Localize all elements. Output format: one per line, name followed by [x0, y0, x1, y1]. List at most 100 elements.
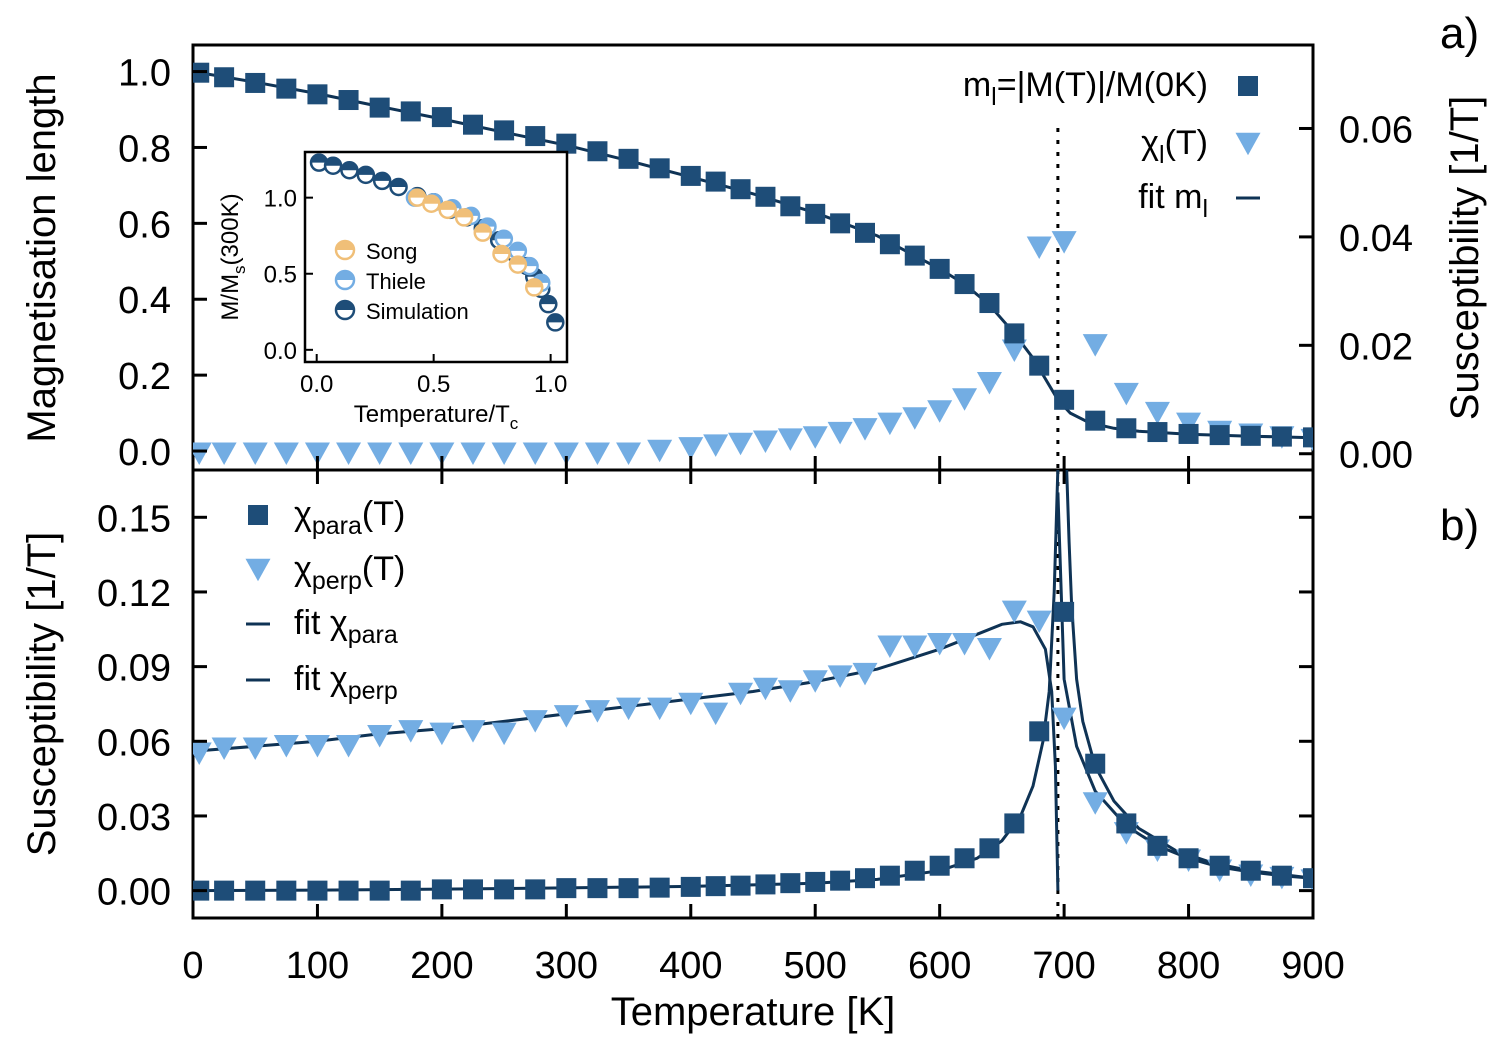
- m-l-point: [1029, 355, 1050, 376]
- chi-para-point: [587, 878, 608, 899]
- legend-label-sub: l: [1202, 195, 1208, 223]
- chi-para-point: [556, 878, 577, 899]
- chi-perp-point: [553, 705, 579, 728]
- song-point-top: [423, 195, 440, 204]
- chi-para-point: [649, 877, 670, 898]
- simulation-point-top: [374, 172, 391, 181]
- chi-l-point: [336, 442, 362, 465]
- inset-y-tick-label: 0.0: [264, 338, 297, 365]
- chi-perp-point: [1082, 792, 1108, 815]
- chi-para-point: [979, 838, 1000, 859]
- chi-l-point: [952, 388, 978, 411]
- y-tick-label-b: 0.15: [97, 498, 171, 540]
- simulation-point-top: [341, 162, 358, 171]
- chi-para-point: [1240, 860, 1261, 881]
- thiele-point-top: [495, 230, 512, 239]
- chi-l-point: [584, 442, 610, 465]
- legend-label: χperp(T): [294, 550, 405, 595]
- chi-para-point: [214, 880, 235, 901]
- simulation-point-top: [540, 296, 557, 305]
- chi-perp-point: [273, 735, 299, 758]
- m-l-point: [805, 203, 826, 224]
- m-l-point: [400, 101, 421, 122]
- chi-l-point: [429, 442, 455, 465]
- legend-label-sub: perp: [312, 567, 362, 595]
- legend-label-base: χ: [294, 495, 312, 533]
- legend-label-base: χ: [1141, 124, 1159, 162]
- simulation-point-top: [390, 179, 407, 187]
- chi-l-point: [1026, 236, 1052, 259]
- simulation-point: [356, 165, 376, 185]
- inset-x-tick-label: 1.0: [534, 371, 567, 398]
- m-l-point: [1303, 427, 1313, 448]
- m-l-point: [618, 148, 639, 169]
- song-point-top: [493, 245, 510, 254]
- legend-label: χl(T): [1141, 124, 1208, 169]
- m-l-points: [193, 62, 1313, 448]
- chi-para-point: [1147, 835, 1168, 856]
- legend-label-base: fit χ: [294, 660, 348, 698]
- chi-para-point: [1209, 855, 1230, 876]
- inset-points: [309, 153, 565, 332]
- chi-l-point: [852, 418, 878, 441]
- thiele-point: [494, 229, 514, 248]
- m-l-point: [730, 179, 751, 200]
- legend-label-rest: (T): [362, 495, 405, 533]
- m-l-point: [307, 84, 328, 105]
- legend-label-base: m: [963, 66, 991, 104]
- chi-para-point: [705, 876, 726, 897]
- chi-perp-point: [491, 722, 517, 746]
- simulation-point-top: [357, 166, 374, 175]
- x-tick-label: 200: [410, 945, 473, 987]
- simulation-point: [539, 294, 558, 314]
- song-point-top: [409, 189, 426, 198]
- song-point: [473, 223, 493, 242]
- song-point-top: [526, 279, 543, 288]
- chi-para-point: [618, 878, 639, 899]
- chi-para-point: [830, 870, 851, 891]
- legend-simulation-marker: [334, 299, 356, 321]
- x-axis-ticks: 0 100 200 300 400 500 600 700 800 900: [182, 470, 1345, 987]
- chi-perp-point: [193, 742, 212, 765]
- chi-perp-point: [211, 737, 237, 761]
- legend-simulation-marker-top: [336, 301, 354, 310]
- chi-perp-point: [367, 725, 393, 748]
- m-l-point: [1209, 425, 1230, 446]
- m-l-point: [587, 141, 608, 162]
- song-point-top: [456, 209, 473, 218]
- y-tick-label-b: 0.12: [97, 573, 171, 615]
- y-tick-label: 0.4: [118, 280, 171, 322]
- legend-label: fit χpara: [294, 604, 398, 649]
- chi-perp-point: [304, 735, 330, 758]
- chi-para-point: [1271, 865, 1292, 886]
- inset-y-label: M/Ms(300K): [217, 193, 249, 320]
- m-l-point: [494, 120, 515, 141]
- chi-para-point: [276, 880, 297, 901]
- chi-l-point: [703, 434, 729, 457]
- x-tick-label: 600: [908, 945, 971, 987]
- m-l-point: [1147, 422, 1168, 443]
- chi-perp-point: [902, 635, 928, 658]
- panel-a: 0.0 0.2 0.4 0.6 0.8 1.0 0.00 0.02 0.04 0.06 Magn…: [20, 9, 1487, 477]
- y-axis-label-left: Magnetisation length: [20, 73, 64, 442]
- m-l-point: [954, 274, 975, 295]
- m-l-point: [276, 78, 297, 99]
- y-tick-label-b: 0.09: [97, 648, 171, 690]
- chi-perp-point: [752, 677, 778, 701]
- legend-label-sub: perp: [348, 677, 398, 705]
- legend-a: ml=|M(T)|/M(0K)χl(T)fit ml: [963, 66, 1261, 223]
- chi-para-point: [929, 855, 950, 876]
- legend-label-sub: para: [312, 512, 362, 540]
- y-axis-label-right: Susceptibility [1/T]: [1443, 96, 1487, 421]
- fit-m-l-path: [193, 70, 1313, 440]
- song-point-top: [474, 224, 491, 233]
- chi-para-point: [369, 880, 390, 901]
- chi-para-point: [400, 880, 421, 901]
- m-l-point: [245, 72, 266, 93]
- chi-para-point: [525, 879, 546, 900]
- chi-para-points: [193, 601, 1313, 901]
- chi-para-point: [730, 875, 751, 896]
- chi-l-point: [460, 442, 486, 465]
- m-l-point: [929, 258, 950, 279]
- chi-para-point: [755, 874, 776, 895]
